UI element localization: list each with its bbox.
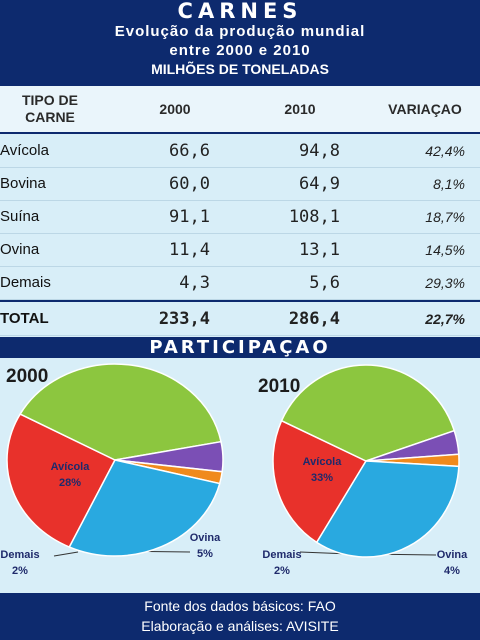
slice-percent-label: 2% — [274, 565, 290, 577]
unit-label: MILHÕES DE TONELADAS — [151, 61, 329, 77]
slice-name-label: Avícola — [303, 456, 343, 468]
pie-charts: Bovina26%Suína39%Ovina5%Demais2%Avícola2… — [0, 363, 468, 577]
table-row: Bovina 60,0 64,9 8,1% — [0, 167, 480, 201]
value-2000: 4,3 — [179, 272, 210, 293]
slice-name-label: Ovina — [437, 549, 468, 561]
value-variacao: 22,7% — [425, 310, 465, 327]
value-2000: 91,1 — [169, 206, 210, 227]
row-label: TOTAL — [0, 310, 49, 327]
subtitle-line-2: entre 2000 e 2010 — [169, 42, 311, 59]
value-variacao: 8,1% — [433, 175, 465, 192]
pie-slice-bovina — [272, 419, 368, 544]
value-2010: 108,1 — [288, 206, 340, 227]
table-row: Ovina 11,4 13,1 14,5% — [0, 233, 480, 267]
slice-percent-label: 4% — [444, 565, 460, 577]
pie-slice-avícola — [68, 459, 221, 557]
value-variacao: 18,7% — [425, 208, 465, 225]
slice-name-label: Avícola — [51, 461, 91, 473]
header-variacao: VARIAÇAO — [388, 101, 462, 117]
slice-name-label: Demais — [262, 549, 301, 561]
pie-chart-2000: Bovina26%Suína39%Ovina5%Demais2%Avícola2… — [0, 363, 224, 577]
header-2010: 2010 — [284, 101, 316, 117]
value-2000: 60,0 — [169, 173, 210, 194]
table-header: TIPO DE CARNE 2000 2010 VARIAÇAO — [0, 86, 480, 134]
value-2010: 94,8 — [299, 140, 340, 161]
value-variacao: 14,5% — [425, 241, 465, 258]
pie-title: 2010 — [258, 376, 300, 397]
value-2000: 66,6 — [169, 140, 210, 161]
total-row: TOTAL 233,4 286,4 22,7% — [0, 300, 480, 336]
page-title: CARNES — [177, 0, 303, 23]
value-2000: 11,4 — [169, 239, 210, 260]
value-2000: 233,4 — [158, 308, 210, 329]
value-variacao: 29,3% — [425, 274, 465, 291]
value-variacao: 42,4% — [425, 142, 465, 159]
slice-percent-label: 5% — [197, 548, 213, 560]
header-banner: CARNES Evolução da produção mundial entr… — [0, 0, 480, 86]
leader-line — [53, 551, 79, 557]
row-label: Avícola — [0, 142, 49, 159]
slice-percent-label: 33% — [311, 472, 333, 484]
pie-title: 2000 — [6, 366, 48, 387]
pie-slice-suína — [19, 363, 222, 461]
value-2010: 64,9 — [299, 173, 340, 194]
analysis-line: Elaboração e análises: AVISITE — [141, 618, 339, 634]
pie-chart-2010: Bovina23%Suína38%Ovina4%Demais2%Avícola3… — [258, 364, 468, 577]
value-2010: 13,1 — [299, 239, 340, 260]
row-label: Suína — [0, 208, 40, 225]
value-2010: 286,4 — [288, 308, 340, 329]
slice-name-label: Ovina — [190, 532, 221, 544]
pie-slice-avícola — [315, 460, 460, 558]
subtitle-line-1: Evolução da produção mundial — [114, 23, 366, 40]
pie-slice-suína — [280, 364, 456, 462]
table-row: Demais 4,3 5,6 29,3% — [0, 266, 480, 300]
value-2010: 5,6 — [309, 272, 340, 293]
slice-percent-label: 28% — [59, 477, 81, 489]
table-row: Suína 91,1 108,1 18,7% — [0, 200, 480, 234]
header-2000: 2000 — [159, 101, 191, 117]
row-label: Ovina — [0, 241, 40, 258]
slice-name-label: Demais — [0, 549, 39, 561]
footer: Fonte dos dados básicos: FAO Elaboração … — [0, 593, 480, 640]
slice-percent-label: 2% — [12, 565, 28, 577]
table-row: Avícola 66,6 94,8 42,4% — [0, 134, 480, 168]
header-tipo: TIPO DE CARNE — [21, 92, 78, 125]
section-title: PARTICIPAÇAO — [0, 337, 480, 358]
row-label: Demais — [0, 274, 51, 291]
row-label: Bovina — [0, 175, 46, 192]
source-line: Fonte dos dados básicos: FAO — [144, 598, 336, 614]
